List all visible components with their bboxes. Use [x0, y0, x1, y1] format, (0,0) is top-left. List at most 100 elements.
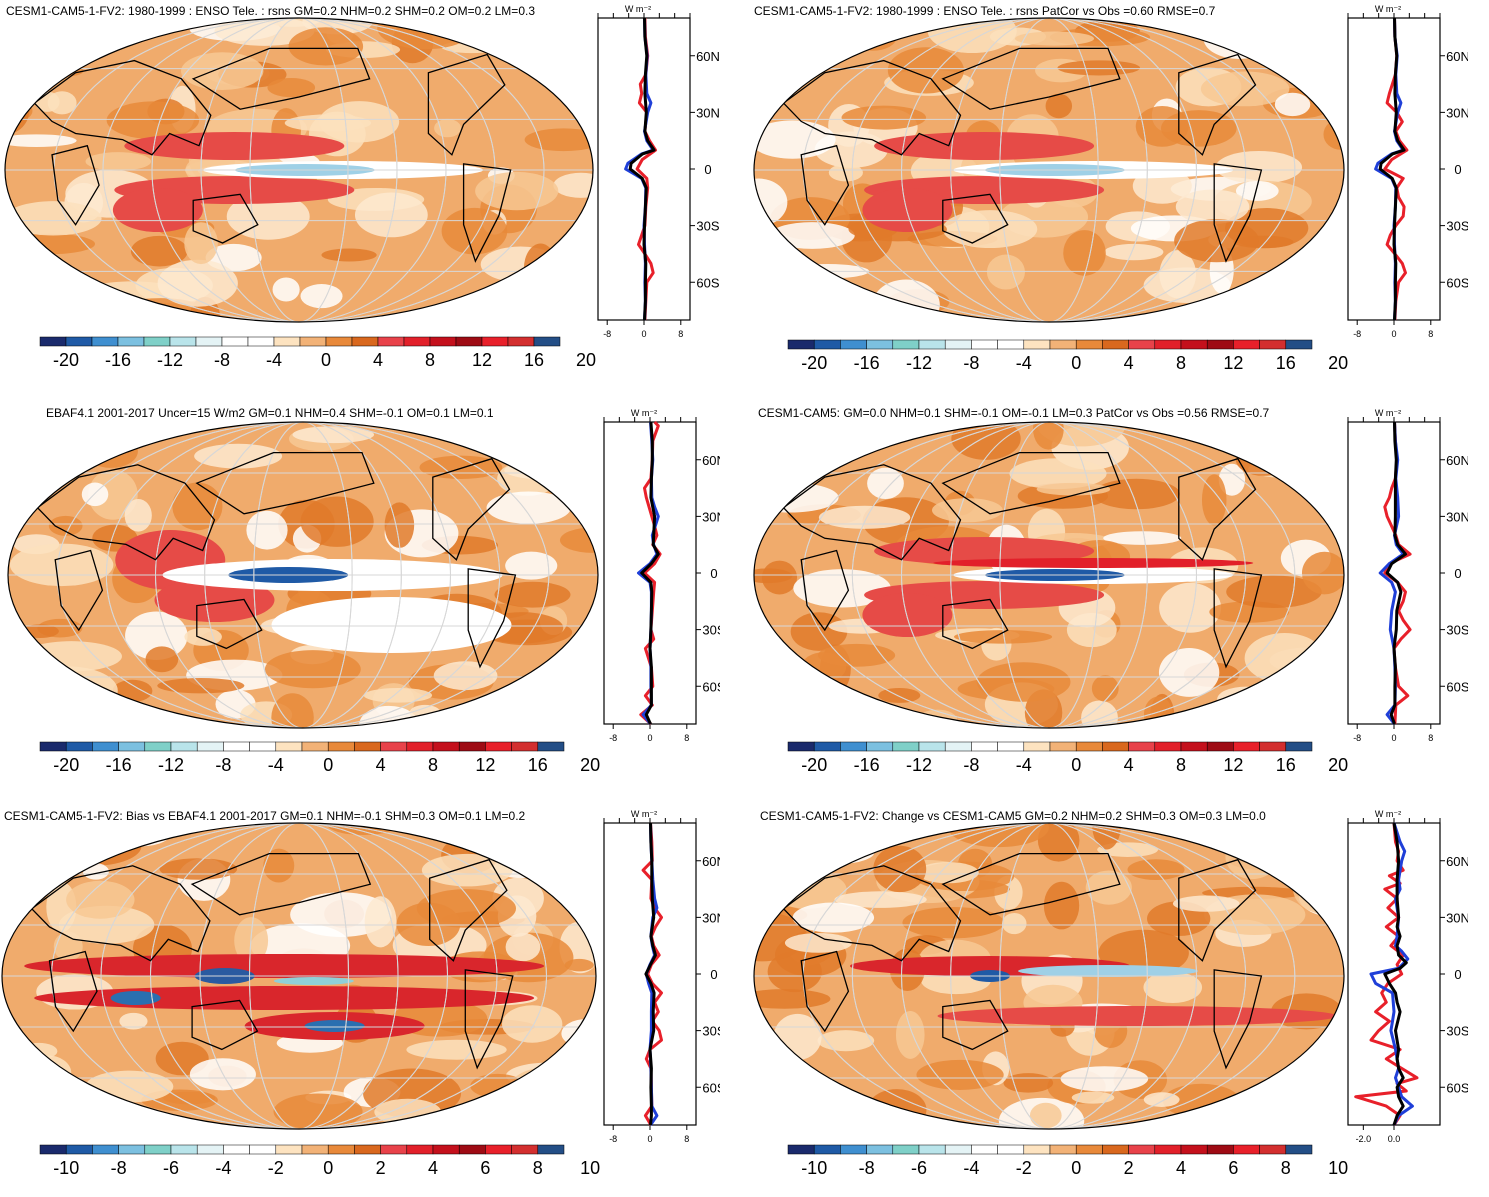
colorbar-swatch: [997, 339, 1025, 350]
colorbar-swatch: [511, 741, 539, 752]
colorbar-swatch: [380, 1144, 408, 1155]
colorbar-swatch: [354, 1144, 381, 1155]
profile-line-black: [1378, 17, 1406, 321]
colorbar-swatch: [458, 741, 486, 752]
colorbar-swatch: [1049, 339, 1077, 350]
panel-title: CESM1-CAM5: GM=0.0 NHM=0.1 SHM=-0.1 OM=-…: [758, 406, 1270, 420]
colorbar-swatch: [195, 336, 223, 347]
lat-tick-label: 30N: [702, 910, 720, 925]
colorbar: [787, 741, 1313, 752]
profile-x-tick-label: 0.0: [1388, 1134, 1401, 1144]
lat-tick-label: 30S: [702, 1024, 720, 1039]
panel-graphics: W m⁻² 60N 30N 0 30S 60S -8 0 8 -20 -16 -12 -8 -4 0 4 8 12…: [7, 408, 726, 775]
colorbar-swatch: [65, 741, 93, 752]
colorbar-swatch: [301, 741, 329, 752]
colorbar-swatch: [892, 1144, 920, 1155]
map-field: [5, 18, 593, 322]
colorbar: [787, 339, 1313, 350]
colorbar-swatch: [144, 741, 172, 752]
colorbar-label: -4: [1016, 755, 1032, 775]
colorbar-swatch: [406, 1144, 434, 1155]
colorbar-swatch: [787, 741, 815, 752]
colorbar-label: -6: [163, 1158, 179, 1178]
colorbar-swatch: [39, 336, 67, 347]
colorbar-label: 8: [1281, 1158, 1291, 1178]
colorbar-label: -10: [801, 1158, 827, 1178]
panel-ebaf-obs: EBAF4.1 2001-2017 Uncer=15 W/m2 GM=0.1 N…: [0, 402, 726, 794]
profile-x-tick-label: -2.0: [1356, 1134, 1372, 1144]
colorbar-label: 16: [524, 350, 544, 370]
colorbar-label: 8: [425, 350, 435, 370]
colorbar-swatch: [432, 1144, 460, 1155]
colorbar-swatch: [813, 741, 841, 752]
colorbar-swatch: [813, 339, 841, 350]
colorbar-swatch: [537, 741, 565, 752]
lat-tick-label: 60S: [696, 275, 719, 290]
profile-units-label: W m⁻²: [631, 809, 657, 819]
colorbar-label: -8: [963, 353, 979, 373]
colorbar-label: -2: [1016, 1158, 1032, 1178]
map-field: [754, 422, 1344, 728]
colorbar-label: 4: [376, 755, 386, 775]
panel-title: CESM1-CAM5-1-FV2: Bias vs EBAF4.1 2001-2…: [4, 809, 526, 823]
lat-tick-label: 30N: [702, 509, 720, 524]
colorbar-swatch: [533, 336, 561, 347]
colorbar-swatch: [971, 339, 998, 350]
colorbar-swatch: [1285, 1144, 1313, 1155]
coastlines: [782, 451, 1263, 669]
colorbar-swatch: [169, 336, 197, 347]
profile-line-black: [1383, 822, 1408, 1126]
colorbar-label: 2: [1124, 1158, 1134, 1178]
colorbar-label: 8: [1176, 353, 1186, 373]
panel-enso-model: CESM1-CAM5-1-FV2: 1980-1999 : ENSO Tele.…: [0, 0, 720, 392]
colorbar-swatch: [455, 336, 483, 347]
colorbar-swatch: [1206, 339, 1234, 350]
profile-x-tick-label: 8: [684, 1134, 689, 1144]
colorbar-swatch: [249, 741, 277, 752]
colorbar-swatch: [866, 339, 894, 350]
panel-graphics: W m⁻² 60N 30N 0 30S 60S -8 0 8 -10 -8 -6 -4 -2 0 2 4 6 8 10: [1, 809, 726, 1178]
colorbar-label: -20: [801, 755, 827, 775]
panel-enso-patcor: CESM1-CAM5-1-FV2: 1980-1999 : ENSO Tele.…: [748, 0, 1470, 392]
colorbar-swatch: [1075, 741, 1103, 752]
map-field: [754, 823, 1344, 1129]
colorbar-swatch: [511, 1144, 539, 1155]
colorbar-label: 10: [580, 1158, 600, 1178]
colorbar-swatch: [91, 336, 119, 347]
colorbar-swatch: [1102, 741, 1129, 752]
profile-x-tick-label: 8: [678, 329, 683, 339]
colorbar-swatch: [39, 741, 67, 752]
colorbar-swatch: [507, 336, 535, 347]
colorbar-swatch: [787, 1144, 815, 1155]
colorbar-label: 0: [1071, 1158, 1081, 1178]
colorbar-label: 20: [580, 755, 600, 775]
colorbar-label: 16: [1276, 755, 1296, 775]
colorbar-swatch: [485, 1144, 512, 1155]
colorbar-label: -20: [801, 353, 827, 373]
lat-tick-label: 60N: [1446, 854, 1468, 869]
colorbar-swatch: [787, 339, 815, 350]
colorbar-swatch: [971, 741, 998, 752]
colorbar-swatch: [918, 339, 946, 350]
colorbar-swatch: [892, 741, 920, 752]
colorbar-swatch: [944, 741, 972, 752]
colorbar-swatch: [170, 1144, 198, 1155]
colorbar-swatch: [325, 336, 353, 347]
colorbar-swatch: [143, 336, 171, 347]
lat-tick-label: 30N: [696, 105, 720, 120]
lat-tick-label: 0: [704, 162, 711, 177]
lat-tick-label: 30N: [1446, 105, 1468, 120]
coastlines: [782, 47, 1263, 263]
colorbar-label: -8: [963, 755, 979, 775]
colorbar-label: -8: [111, 1158, 127, 1178]
colorbar-label: 6: [480, 1158, 490, 1178]
colorbar-swatch: [840, 1144, 867, 1155]
colorbar-swatch: [1128, 339, 1156, 350]
profile-line-red: [1383, 17, 1409, 321]
colorbar-swatch: [92, 1144, 119, 1155]
colorbar-swatch: [351, 336, 379, 347]
colorbar-swatch: [458, 1144, 486, 1155]
colorbar-swatch: [1233, 741, 1260, 752]
profile-units-label: W m⁻²: [631, 408, 657, 418]
colorbar-swatch: [1102, 339, 1129, 350]
